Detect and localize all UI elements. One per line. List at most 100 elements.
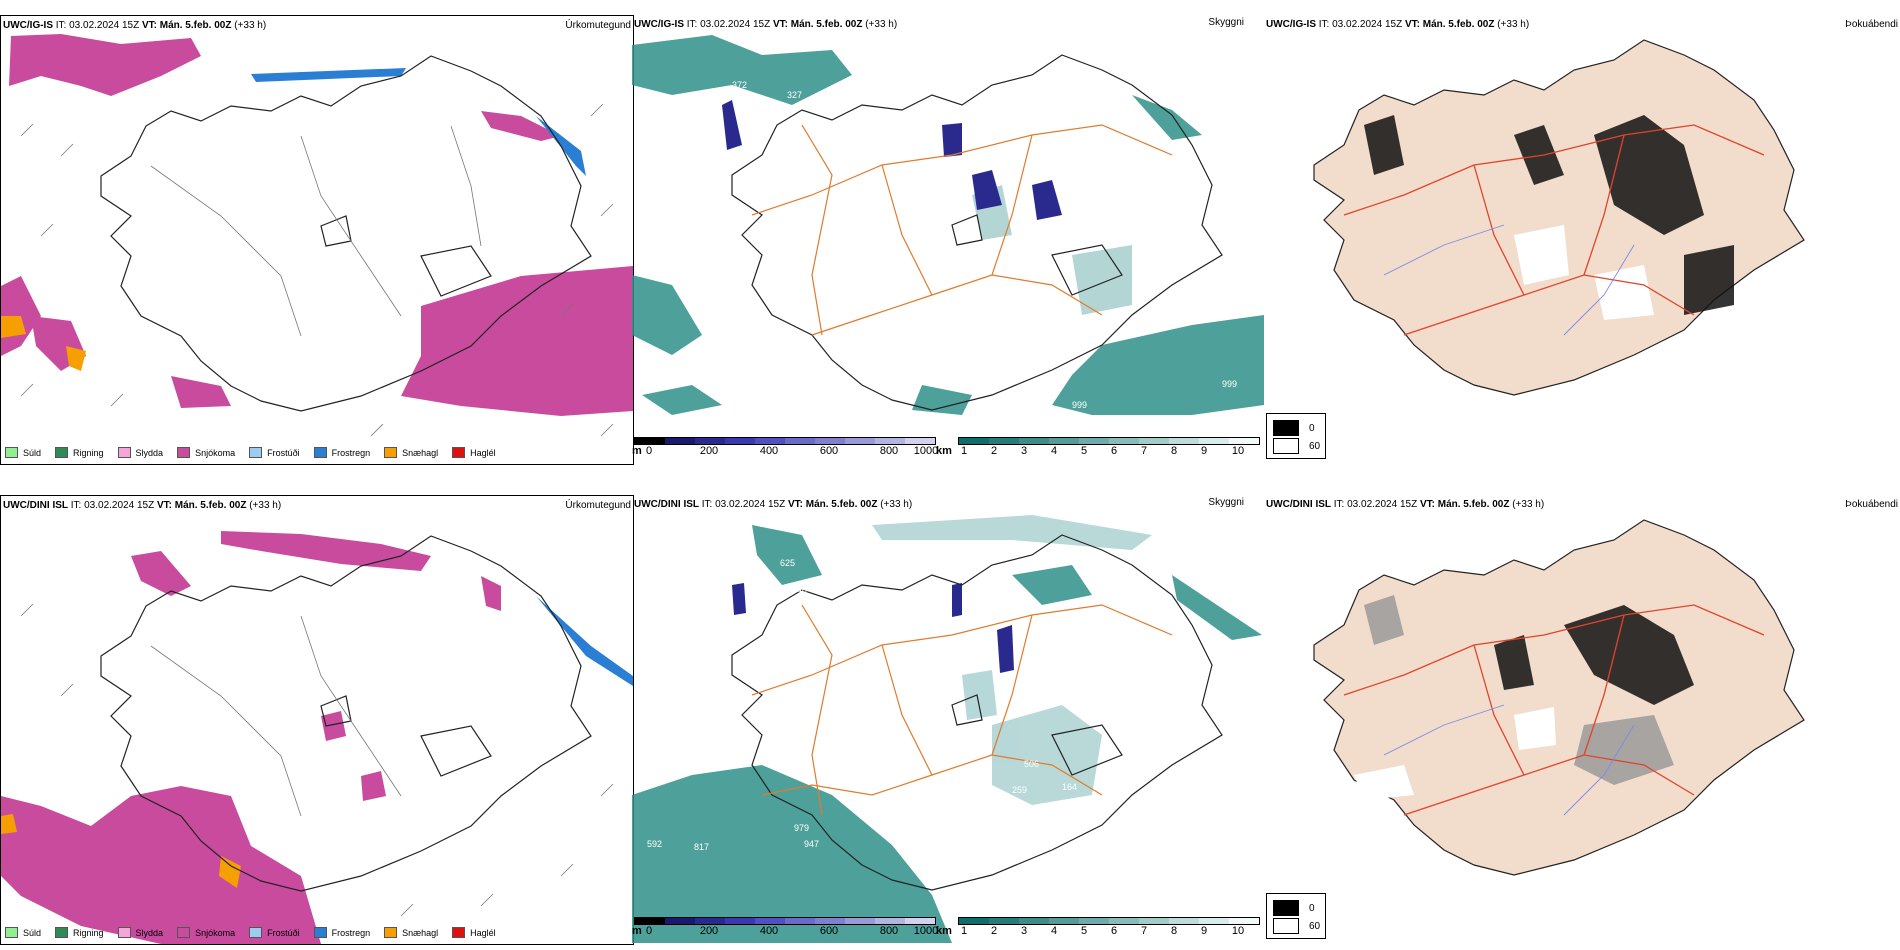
fog-legend-row: 60 — [1273, 918, 1320, 934]
init-time: 03.02.2024 15Z — [700, 19, 771, 30]
panel-title: UWC/DINI ISL IT: 03.02.2024 15Z VT: Mán.… — [634, 499, 912, 510]
colorbar-unit: m — [632, 925, 642, 937]
vis-label: 947 — [804, 839, 819, 849]
valid-time-label: VT: — [1419, 499, 1435, 510]
legend-swatch — [384, 927, 398, 938]
visibility-m-colorbar: m 0 200 400 600 800 1000 — [632, 437, 938, 457]
tick: 0 — [645, 925, 653, 937]
vis-label: 817 — [694, 842, 709, 852]
lead-time: (+33 h) — [880, 499, 913, 510]
legend-item: Súld — [5, 927, 41, 938]
valid-time: Mán. 5.feb. 00Z — [805, 499, 878, 510]
precip-type-map — [1, 34, 633, 437]
precip-areas — [1, 34, 633, 416]
vis-label: 592 — [647, 839, 662, 849]
model-name: UWC/IG-IS — [634, 19, 684, 30]
legend-swatch — [249, 927, 263, 938]
legend-label: Súld — [23, 447, 42, 458]
valid-time: Mán. 5.feb. 00Z — [790, 19, 863, 30]
legend-item: Frostregn — [313, 447, 371, 458]
fog-legend-value: 60 — [1309, 920, 1321, 932]
legend-label: Rigning — [73, 927, 104, 938]
model-name: UWC/DINI ISL — [634, 499, 699, 510]
legend-swatch — [384, 447, 398, 458]
tick: 400 — [759, 445, 779, 457]
colorbar-km — [958, 917, 1260, 925]
legend-item: Haglél — [452, 447, 496, 458]
visibility-m-colorbar: m 0 200 400 600 800 1000 — [632, 917, 938, 937]
legend-swatch — [177, 927, 191, 938]
legend-item: Haglél — [452, 927, 496, 938]
precip-type-panel-bottom: UWC/DINI ISL IT: 03.02.2024 15Z VT: Mán.… — [0, 495, 634, 945]
legend-label: Snæhagl — [402, 447, 439, 458]
init-time: 03.02.2024 15Z — [1347, 499, 1418, 510]
precip-legend: Súld Rigning Slydda Snjókoma Frostúði Fr… — [5, 447, 496, 458]
legend-label: Haglél — [470, 927, 496, 938]
fog-legend-swatch — [1273, 420, 1299, 436]
precip-type-map — [1, 531, 633, 944]
legend-item: Frostúði — [249, 447, 300, 458]
legend-label: Frostregn — [331, 447, 371, 458]
valid-time: Mán. 5.feb. 00Z — [1437, 499, 1510, 510]
legend-item: Snæhagl — [384, 927, 438, 938]
tick: 8 — [1170, 445, 1178, 457]
legend-label: Haglél — [470, 447, 496, 458]
fog-legend-row: 0 — [1273, 900, 1315, 916]
tick: 9 — [1200, 925, 1208, 937]
init-time: 03.02.2024 15Z — [1332, 19, 1403, 30]
tick: 1000 — [913, 445, 939, 457]
legend-swatch — [5, 927, 18, 938]
colorbar-m — [634, 437, 936, 445]
legend-swatch — [55, 927, 69, 938]
init-time-label: IT: — [701, 499, 713, 510]
fog-legend-row: 60 — [1273, 438, 1320, 454]
visibility-map: 625 940 506 259 164 979 947 592 817 — [632, 515, 1262, 943]
visibility-panel-bottom: 625 940 506 259 164 979 947 592 817 UWC/… — [632, 495, 1264, 943]
legend-label: Snjókoma — [195, 927, 236, 938]
colorbar-km — [958, 437, 1260, 445]
legend-label: Rigning — [73, 447, 104, 458]
tick: 0 — [645, 445, 653, 457]
panel-kind: Skyggni — [1208, 497, 1244, 508]
vis-label: 999 — [1222, 379, 1237, 389]
tick: 4 — [1050, 925, 1058, 937]
legend-label: Frostregn — [331, 927, 371, 938]
fog-legend-value: 60 — [1309, 440, 1321, 452]
legend-swatch — [313, 927, 327, 938]
panel-kind: Þokuábendi — [1845, 19, 1898, 30]
valid-time-label: VT: — [787, 499, 803, 510]
vis-label: 372 — [732, 80, 747, 90]
visibility-map: 372 327 999 999 — [632, 35, 1264, 415]
iceland-outline — [731, 54, 1223, 411]
init-time-label: IT: — [70, 500, 82, 511]
legend-swatch — [313, 447, 327, 458]
visibility-km-colorbar: km 1 2 3 4 5 6 7 8 9 10 — [936, 917, 1260, 937]
tick: 9 — [1200, 445, 1208, 457]
legend-item: Rigning — [55, 927, 104, 938]
tick: 7 — [1140, 925, 1148, 937]
iceland-fill — [1313, 39, 1805, 396]
legend-item: Slydda — [117, 447, 163, 458]
panel-title: UWC/IG-IS IT: 03.02.2024 15Z VT: Mán. 5.… — [634, 19, 897, 30]
precip-legend: Súld Rigning Slydda Snjókoma Frostúði Fr… — [5, 927, 496, 938]
valid-time-label: VT: — [141, 20, 157, 31]
fog-legend: 0 60 — [1266, 893, 1326, 939]
fog-legend-swatch — [1273, 900, 1299, 916]
init-time-label: IT: — [55, 20, 67, 31]
legend-item: Snæhagl — [384, 447, 438, 458]
vis-label: 999 — [1072, 400, 1087, 410]
tick: 400 — [759, 925, 779, 937]
legend-label: Slydda — [135, 927, 164, 938]
vis-label: 625 — [780, 558, 795, 568]
tick: 10 — [1231, 925, 1245, 937]
legend-swatch — [177, 447, 191, 458]
legend-label: Snæhagl — [402, 927, 439, 938]
panel-kind: Úrkomutegund — [565, 20, 631, 31]
precip-type-panel-top: UWC/IG-IS IT: 03.02.2024 15Z VT: Mán. 5.… — [0, 15, 634, 465]
vis-label: 940 — [792, 585, 807, 595]
legend-label: Súld — [23, 927, 42, 938]
valid-time: Mán. 5.feb. 00Z — [159, 20, 232, 31]
init-time-label: IT: — [686, 19, 698, 30]
fog-legend-value: 0 — [1309, 902, 1315, 914]
tick: 3 — [1020, 445, 1028, 457]
